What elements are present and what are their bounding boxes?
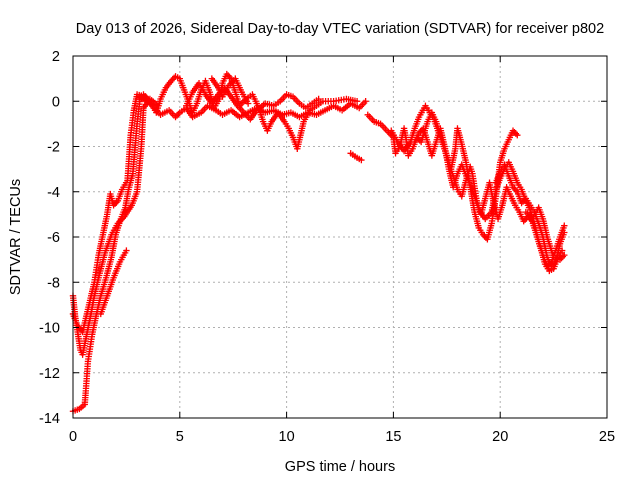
- data-point-track-e: [362, 98, 369, 105]
- data-points: [69, 70, 568, 415]
- chart-title: Day 013 of 2026, Sidereal Day-to-day VTE…: [76, 21, 604, 37]
- axis-ticks: [72, 55, 608, 419]
- data-point-track-i: [358, 156, 365, 164]
- x-tick-label: 20: [492, 429, 508, 445]
- y-tick-label: -10: [39, 321, 60, 337]
- data-point-track-h: [244, 100, 252, 107]
- x-tick-label: 25: [599, 429, 615, 445]
- y-axis-label: SDTVAR / TECUs: [8, 179, 24, 295]
- y-tick-label: -8: [47, 275, 60, 291]
- data-point-track-m: [561, 229, 568, 236]
- data-point-track-d: [123, 247, 130, 254]
- y-tick-label: -6: [47, 230, 60, 246]
- y-tick-label: -2: [47, 140, 60, 156]
- data-point-track-k: [514, 131, 521, 139]
- x-tick-labels: 0 5 10 15 20 25: [69, 429, 615, 445]
- y-tick-label: -4: [47, 185, 60, 201]
- data-point-track-n: [561, 251, 568, 259]
- y-tick-label: -12: [39, 366, 60, 382]
- y-tick-label: 0: [52, 94, 60, 110]
- data-point-track-g: [315, 95, 322, 103]
- y-tick-labels: -14 -12 -10 -8 -6 -4 -2 0 2: [39, 49, 60, 427]
- x-tick-label: 5: [176, 429, 184, 445]
- x-tick-label: 15: [385, 429, 401, 445]
- x-tick-label: 10: [279, 429, 295, 445]
- data-point-track-f: [353, 98, 361, 105]
- data-point-track-l: [561, 222, 568, 229]
- y-tick-label: 2: [52, 49, 60, 65]
- x-axis-label: GPS time / hours: [285, 459, 395, 475]
- x-tick-label: 0: [69, 429, 77, 445]
- y-tick-label: -14: [39, 411, 60, 427]
